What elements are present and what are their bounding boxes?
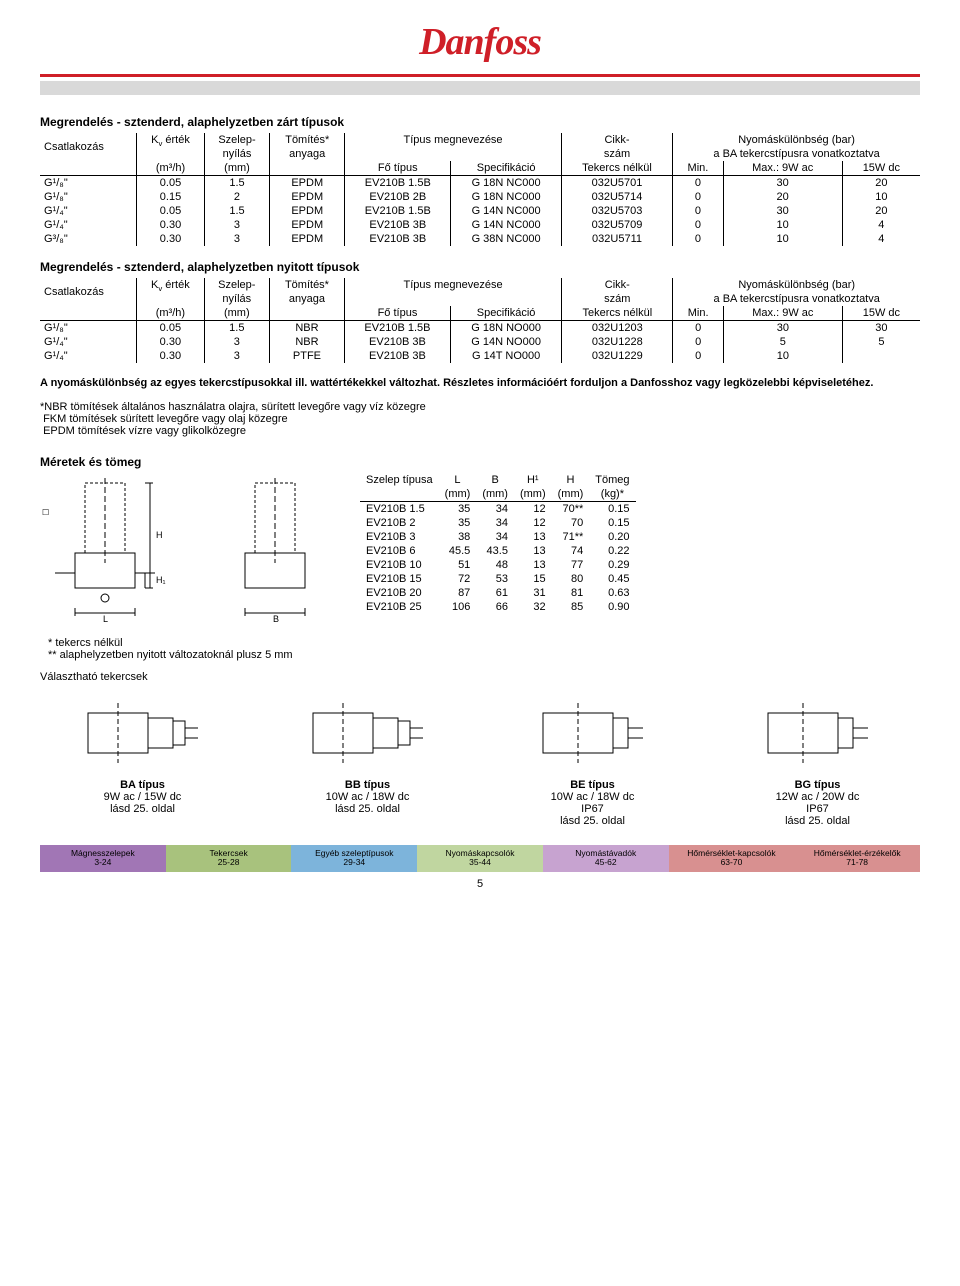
table-row: EV210B 1.535341270**0.15	[360, 502, 636, 517]
coil-block: BB típus10W ac / 18W dclásd 25. oldal	[265, 693, 470, 827]
coil-block: BE típus10W ac / 18W dcIP67lásd 25. olda…	[490, 693, 695, 827]
page-number: 5	[40, 878, 920, 890]
table2-title: Megrendelés - sztenderd, alaphelyzetben …	[40, 260, 920, 274]
table-row: EV210B 20876131810.63	[360, 586, 636, 600]
svg-text:H₁: H₁	[156, 575, 166, 585]
footer-tab: Egyéb szeleptípusok29-34	[291, 845, 417, 872]
table-row: G¹/₄"0.051.5EPDMEV210B 1.5BG 14N NC00003…	[40, 204, 920, 218]
table-row: G¹/₈"0.051.5EPDMEV210B 1.5BG 18N NC00003…	[40, 176, 920, 191]
ordering-table-open: Csatlakozás Kv érték Szelep- Tömítés* Tí…	[40, 278, 920, 363]
table-row: G³/₈"0.303EPDMEV210B 3BG 38N NC000032U57…	[40, 232, 920, 246]
table-row: EV210B 251066632850.90	[360, 600, 636, 614]
footer-tab: Hőmérséklet-érzékelők71-78	[794, 845, 920, 872]
table1-title: Megrendelés - sztenderd, alaphelyzetben …	[40, 115, 920, 129]
svg-text:☐: ☐	[42, 508, 49, 517]
table-row: G¹/₈"0.152EPDMEV210B 2BG 18N NC000032U57…	[40, 190, 920, 204]
footer-tab: Mágnesszelepek3-24	[40, 845, 166, 872]
table-row: EV210B 2353412700.15	[360, 516, 636, 530]
coils-title: Választható tekercsek	[40, 671, 920, 683]
grey-divider	[40, 81, 920, 95]
dims-footnotes: * tekercs nélkül ** alaphelyzetben nyito…	[48, 637, 920, 661]
coil-options-row: BA típus9W ac / 15W dclásd 25. oldalBB t…	[40, 693, 920, 827]
brand-logo: Danfoss	[40, 20, 920, 64]
red-divider	[40, 74, 920, 77]
table-row: EV210B 10514813770.29	[360, 558, 636, 572]
table-row: G¹/₄"0.303PTFEEV210B 3BG 14T NO000032U12…	[40, 349, 920, 363]
footer-tabs: Mágnesszelepek3-24Tekercsek25-28Egyéb sz…	[40, 845, 920, 872]
table-row: G¹/₄"0.303EPDMEV210B 3BG 14N NC000032U57…	[40, 218, 920, 232]
dims-title: Méretek és tömeg	[40, 455, 920, 469]
table-row: EV210B 338341371**0.20	[360, 530, 636, 544]
table-row: G¹/₈"0.051.5NBREV210B 1.5BG 18N NO000032…	[40, 321, 920, 336]
notes-block: A nyomáskülönbség az egyes tekercstípuso…	[40, 377, 920, 437]
footer-tab: Tekercsek25-28	[166, 845, 292, 872]
footer-tab: Nyomáskapcsolók35-44	[417, 845, 543, 872]
table-row: EV210B 645.543.513740.22	[360, 544, 636, 558]
svg-text:B: B	[273, 614, 279, 623]
table-row: G¹/₄"0.303NBREV210B 3BG 14N NO000032U122…	[40, 335, 920, 349]
dimension-drawings: L H H₁ ☐ B	[40, 473, 340, 623]
footer-tab: Hőmérséklet-kapcsolók63-70	[669, 845, 795, 872]
coil-block: BG típus12W ac / 20W dcIP67lásd 25. olda…	[715, 693, 920, 827]
ordering-table-closed: Csatlakozás Kv érték Szelep- Tömítés* Tí…	[40, 133, 920, 246]
table-row: EV210B 15725315800.45	[360, 572, 636, 586]
svg-text:H: H	[156, 530, 163, 540]
svg-text:L: L	[103, 614, 108, 623]
coil-block: BA típus9W ac / 15W dclásd 25. oldal	[40, 693, 245, 827]
dimensions-table: Szelep típusa L B H¹ H Tömeg (mm) (mm) (…	[360, 473, 636, 614]
footer-tab: Nyomástávadók45-62	[543, 845, 669, 872]
